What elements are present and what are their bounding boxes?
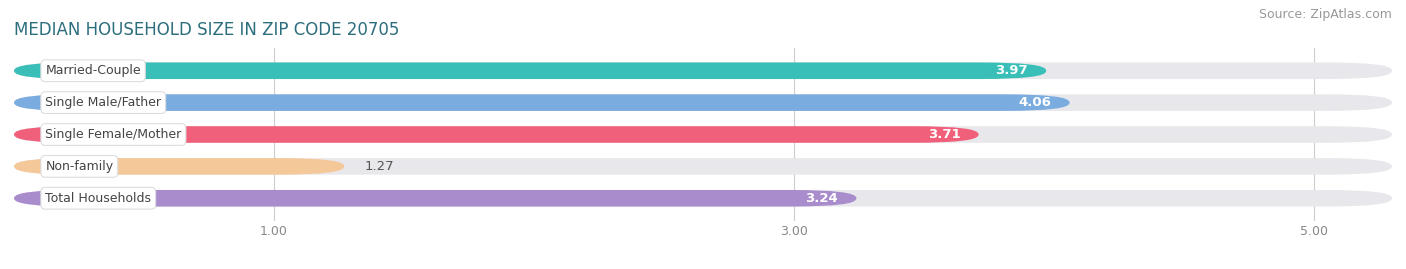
Text: Married-Couple: Married-Couple bbox=[45, 64, 141, 77]
Text: 3.71: 3.71 bbox=[928, 128, 960, 141]
FancyBboxPatch shape bbox=[14, 62, 1046, 79]
FancyBboxPatch shape bbox=[14, 62, 1392, 79]
Text: 3.97: 3.97 bbox=[995, 64, 1028, 77]
Text: Single Female/Mother: Single Female/Mother bbox=[45, 128, 181, 141]
FancyBboxPatch shape bbox=[14, 94, 1392, 111]
FancyBboxPatch shape bbox=[14, 190, 856, 207]
FancyBboxPatch shape bbox=[14, 94, 1070, 111]
FancyBboxPatch shape bbox=[14, 190, 1392, 207]
Text: Source: ZipAtlas.com: Source: ZipAtlas.com bbox=[1258, 8, 1392, 21]
Text: 4.06: 4.06 bbox=[1018, 96, 1052, 109]
Text: Single Male/Father: Single Male/Father bbox=[45, 96, 162, 109]
Text: Total Households: Total Households bbox=[45, 192, 152, 205]
Text: 1.27: 1.27 bbox=[366, 160, 395, 173]
FancyBboxPatch shape bbox=[14, 158, 344, 175]
Text: MEDIAN HOUSEHOLD SIZE IN ZIP CODE 20705: MEDIAN HOUSEHOLD SIZE IN ZIP CODE 20705 bbox=[14, 20, 399, 38]
Text: 3.24: 3.24 bbox=[806, 192, 838, 205]
FancyBboxPatch shape bbox=[14, 126, 1392, 143]
FancyBboxPatch shape bbox=[14, 126, 979, 143]
Text: Non-family: Non-family bbox=[45, 160, 114, 173]
FancyBboxPatch shape bbox=[14, 158, 1392, 175]
